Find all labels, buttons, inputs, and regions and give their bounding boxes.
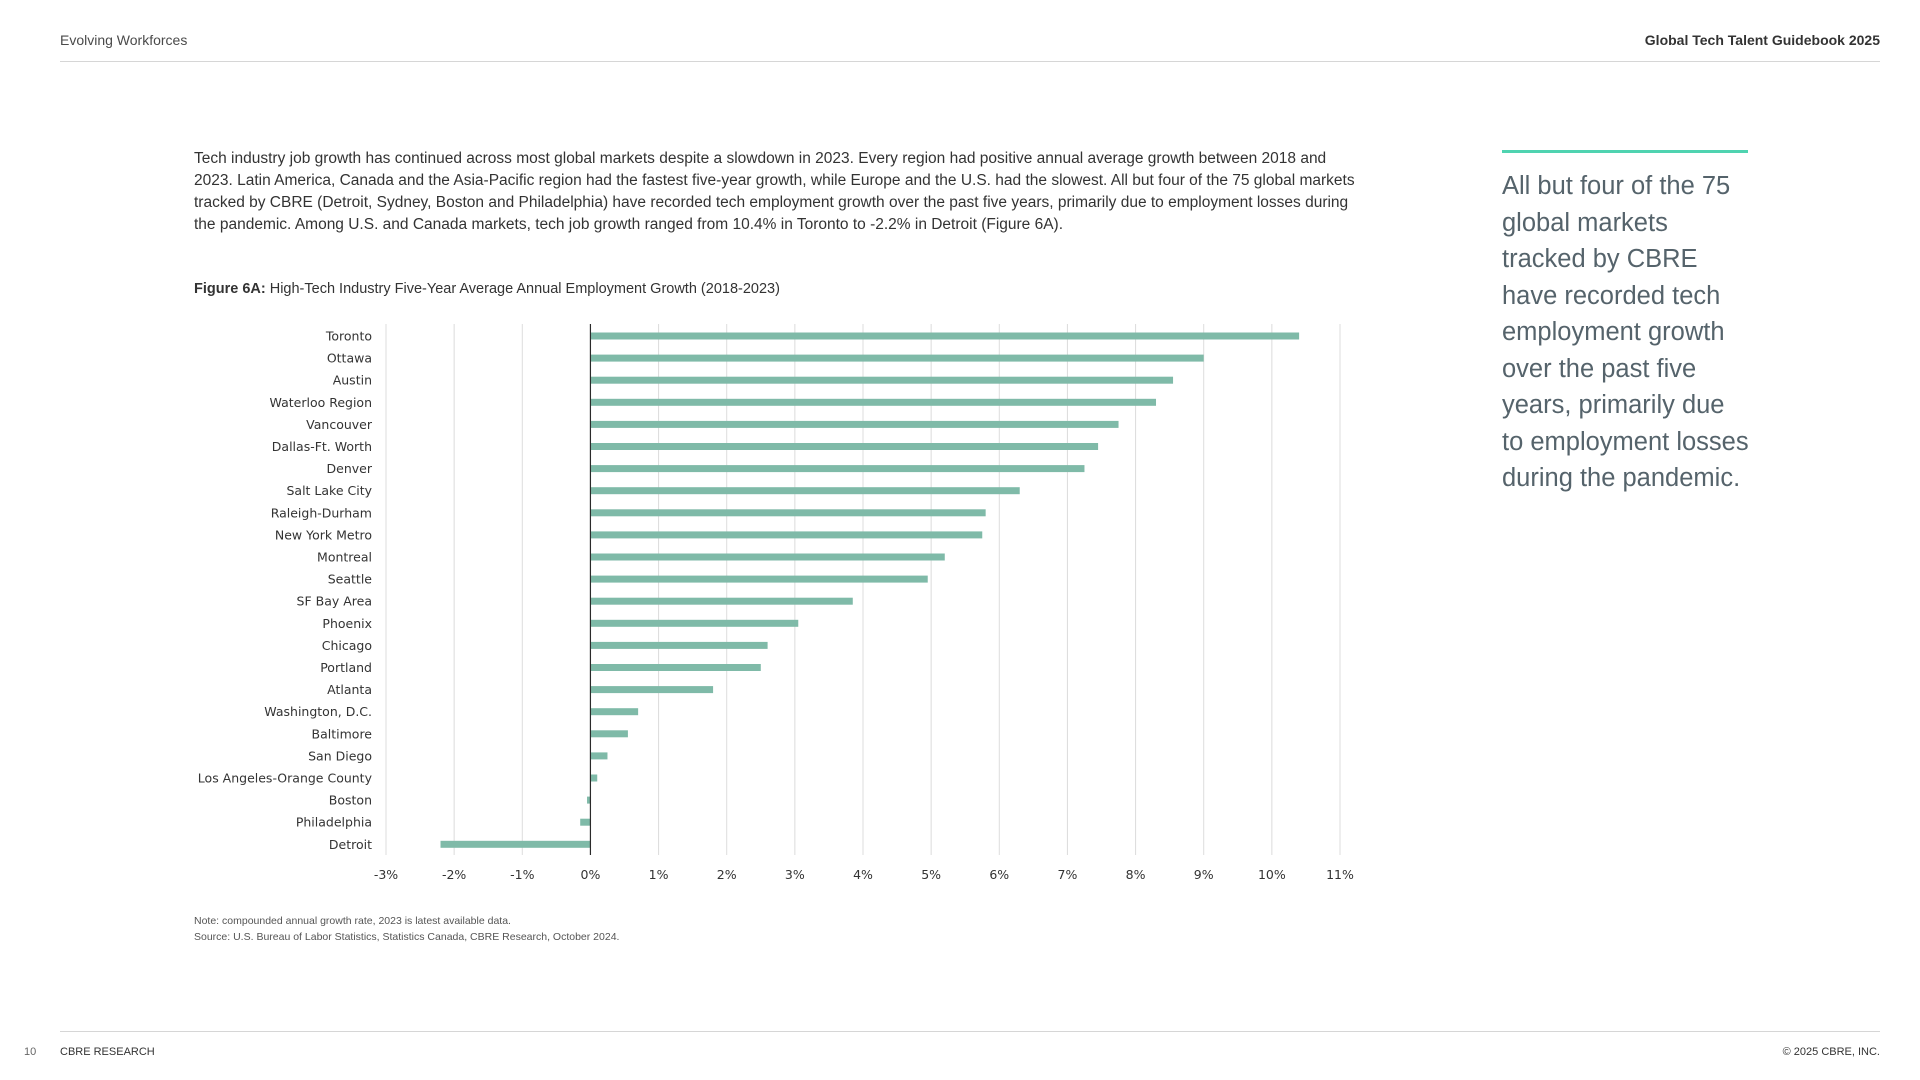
chart-note: Note: compounded annual growth rate, 202… — [194, 915, 511, 927]
page-number: 10 — [24, 1046, 37, 1058]
x-tick-label: 1% — [649, 867, 669, 882]
x-tick-label: 8% — [1126, 867, 1146, 882]
category-label: Salt Lake City — [286, 483, 372, 498]
bar — [590, 509, 986, 517]
category-label: Denver — [327, 461, 373, 476]
bar — [590, 443, 1099, 450]
category-label: Montreal — [317, 550, 372, 565]
intro-paragraph: Tech industry job growth has continued a… — [194, 150, 1355, 233]
bar — [590, 398, 1157, 406]
bar — [590, 641, 768, 649]
header-section-title: Evolving Workforces — [60, 32, 188, 48]
category-label: Dallas-Ft. Worth — [272, 439, 372, 454]
figure-caption: Figure 6A: High-Tech Industry Five-Year … — [194, 281, 780, 297]
footer-copyright: © 2025 CBRE, INC. — [1782, 1046, 1880, 1058]
bar — [590, 730, 628, 738]
bar — [590, 420, 1119, 428]
category-label: Raleigh-Durham — [271, 505, 372, 520]
bar — [590, 553, 945, 561]
bar — [590, 619, 799, 627]
bar — [590, 354, 1204, 362]
figure-label: Figure 6A: — [194, 281, 266, 297]
category-label: Philadelphia — [296, 815, 372, 830]
x-tick-label: 6% — [989, 867, 1009, 882]
header-divider — [60, 61, 1880, 62]
x-tick-label: 9% — [1194, 867, 1214, 882]
footer-brand: CBRE RESEARCH — [60, 1046, 155, 1058]
category-label: Detroit — [329, 837, 372, 852]
category-label: Chicago — [322, 638, 372, 653]
bar — [590, 752, 608, 760]
bar — [440, 840, 591, 848]
category-label: Waterloo Region — [270, 395, 372, 410]
x-tick-label: -2% — [442, 867, 466, 882]
bar — [587, 796, 591, 804]
category-label: Atlanta — [327, 682, 372, 697]
x-tick-label: 5% — [921, 867, 941, 882]
header-publication-title: Global Tech Talent Guidebook 2025 — [1644, 32, 1880, 48]
bar — [590, 575, 928, 583]
bar — [590, 664, 761, 671]
x-tick-label: -3% — [374, 867, 398, 882]
category-label: Washington, D.C. — [264, 704, 372, 719]
category-label: San Diego — [308, 748, 372, 763]
category-label: Los Angeles-Orange County — [198, 771, 373, 786]
x-tick-label: 3% — [785, 867, 805, 882]
bar — [590, 332, 1300, 340]
chart-notes: Note: compounded annual growth rate, 202… — [194, 913, 619, 945]
category-label: Portland — [320, 660, 372, 675]
category-label: New York Metro — [275, 527, 372, 542]
figure-title: High-Tech Industry Five-Year Average Ann… — [269, 281, 780, 297]
category-label: Boston — [329, 793, 372, 808]
category-label: Seattle — [328, 572, 373, 587]
category-label: Vancouver — [306, 417, 373, 432]
x-tick-label: 2% — [717, 867, 737, 882]
x-tick-label: -1% — [510, 867, 534, 882]
pull-quote: All but four of the 75 global markets tr… — [1502, 172, 1749, 492]
bar — [590, 686, 714, 694]
x-tick-label: 10% — [1258, 867, 1286, 882]
footer-divider — [60, 1031, 1880, 1032]
bar — [590, 465, 1085, 473]
bar — [590, 376, 1174, 384]
bar — [590, 597, 853, 605]
category-label: Phoenix — [322, 616, 372, 631]
pull-quote-accent-rule — [1502, 150, 1748, 153]
bar — [590, 708, 639, 716]
bar — [590, 774, 598, 782]
category-label: SF Bay Area — [297, 594, 372, 609]
bar — [590, 487, 1020, 495]
chart-source: Source: U.S. Bureau of Labor Statistics,… — [194, 931, 620, 943]
x-tick-label: 7% — [1058, 867, 1078, 882]
x-tick-label: 11% — [1326, 867, 1354, 882]
category-label: Baltimore — [312, 726, 373, 741]
category-label: Ottawa — [327, 351, 372, 366]
x-tick-label: 4% — [853, 867, 873, 882]
bar — [590, 531, 983, 539]
category-label: Toronto — [325, 329, 372, 344]
category-label: Austin — [333, 373, 372, 388]
x-tick-label: 0% — [581, 867, 601, 882]
bar — [580, 818, 591, 826]
